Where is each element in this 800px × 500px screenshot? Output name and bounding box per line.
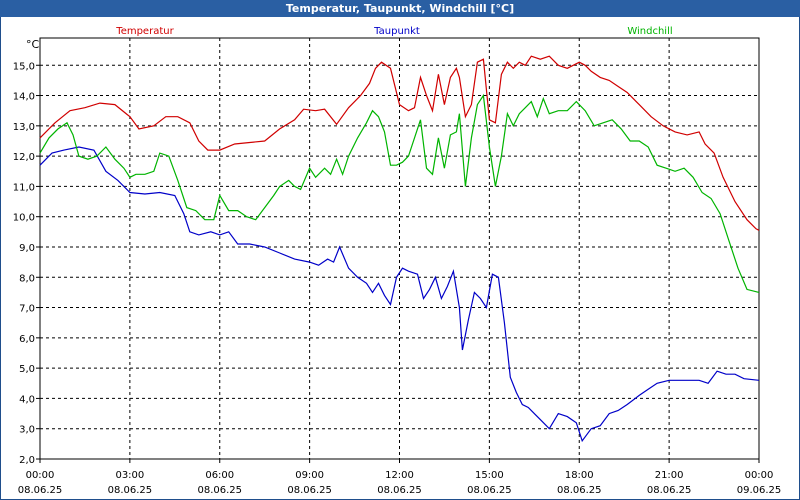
chart-title: Temperatur, Taupunkt, Windchill [°C] — [0, 0, 800, 17]
legend-item-windchill: Windchill — [627, 26, 672, 37]
series-line-windchill — [39, 93, 760, 293]
series-lines — [39, 55, 760, 443]
x-tick-date: 08.06.25 — [108, 485, 153, 496]
y-tick-label: 9,0 — [19, 243, 35, 254]
x-tick-time: 21:00 — [655, 470, 684, 481]
y-axis-label: °C — [26, 38, 40, 51]
y-tick-label: 5,0 — [19, 364, 35, 375]
x-axis: 00:00 08.06.25 03:00 08.06.25 06:00 08.06.25 0… — [18, 459, 782, 496]
x-tick-time: 00:00 — [26, 470, 55, 481]
x-tick-time: 15:00 — [475, 470, 504, 481]
series-line-temperatur — [39, 55, 760, 231]
y-tick-label: 4,0 — [19, 394, 35, 405]
x-tick-time: 06:00 — [205, 470, 234, 481]
y-tick-label: 6,0 — [19, 334, 35, 345]
x-tick-date: 09.06.25 — [737, 485, 782, 496]
y-tick-label: 7,0 — [19, 304, 35, 315]
grid-lines — [40, 38, 759, 459]
x-tick-date: 08.06.25 — [287, 485, 332, 496]
legend: Temperatur Taupunkt Windchill — [115, 26, 672, 37]
y-axis: 2,0 3,0 4,0 5,0 6,0 7,0 8,0 9,0 10,0 11,0 12,0 13,0… — [13, 61, 40, 466]
y-tick-label: 10,0 — [13, 213, 35, 224]
x-tick-date: 08.06.25 — [647, 485, 692, 496]
x-tick-date: 08.06.25 — [197, 485, 242, 496]
y-tick-label: 15,0 — [13, 61, 35, 72]
series-line-taupunkt — [39, 146, 760, 443]
x-tick-date: 08.06.25 — [557, 485, 602, 496]
y-tick-label: 8,0 — [19, 273, 35, 284]
y-tick-label: 14,0 — [13, 92, 35, 103]
y-tick-label: 11,0 — [13, 182, 35, 193]
x-tick-date: 08.06.25 — [467, 485, 512, 496]
y-tick-label: 2,0 — [19, 455, 35, 466]
x-tick-time: 12:00 — [385, 470, 414, 481]
x-tick-time: 03:00 — [115, 470, 144, 481]
x-tick-time: 18:00 — [565, 470, 594, 481]
x-tick-time: 00:00 — [745, 470, 774, 481]
y-tick-label: 13,0 — [13, 122, 35, 133]
legend-item-temperatur: Temperatur — [115, 26, 174, 37]
x-tick-date: 08.06.25 — [18, 485, 63, 496]
x-tick-date: 08.06.25 — [377, 485, 422, 496]
x-tick-time: 09:00 — [295, 470, 324, 481]
y-tick-label: 12,0 — [13, 152, 35, 163]
legend-item-taupunkt: Taupunkt — [373, 26, 420, 37]
y-tick-label: 3,0 — [19, 425, 35, 436]
